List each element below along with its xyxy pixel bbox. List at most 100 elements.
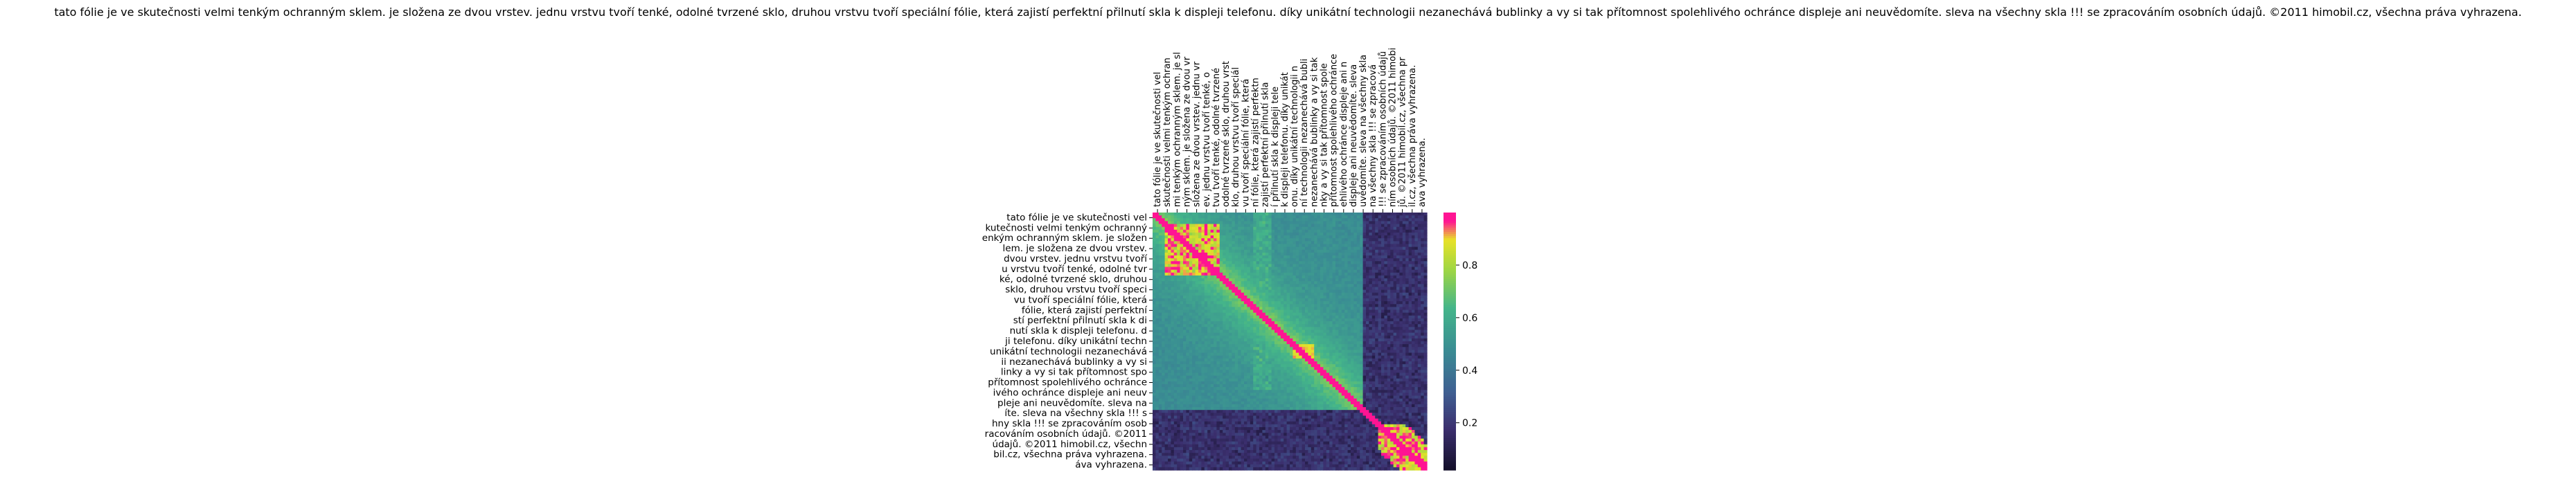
heatmap-cell xyxy=(1408,229,1412,233)
heatmap-cell xyxy=(1381,301,1385,305)
heatmap-cell xyxy=(1314,358,1318,362)
heatmap-cell xyxy=(1347,330,1351,334)
heatmap-cell xyxy=(1192,244,1196,248)
heatmap-cell xyxy=(1421,244,1425,248)
heatmap-cell xyxy=(1204,352,1208,357)
heatmap-cell xyxy=(1387,330,1391,334)
heatmap-cell xyxy=(1381,287,1385,291)
heatmap-cell xyxy=(1274,275,1278,279)
heatmap-cell xyxy=(1371,232,1376,236)
heatmap-cell xyxy=(1189,255,1193,259)
heatmap-cell xyxy=(1183,249,1187,253)
heatmap-cell xyxy=(1271,287,1275,291)
heatmap-cell xyxy=(1335,264,1339,268)
heatmap-cell xyxy=(1168,292,1171,296)
heatmap-cell xyxy=(1387,218,1391,222)
heatmap-cell xyxy=(1259,264,1263,268)
heatmap-cell xyxy=(1399,307,1403,311)
heatmap-cell xyxy=(1155,264,1160,268)
heatmap-cell xyxy=(1171,287,1175,291)
heatmap-cell xyxy=(1338,350,1342,354)
heatmap-cell xyxy=(1412,252,1415,256)
heatmap-cell xyxy=(1234,281,1238,285)
heatmap-cell xyxy=(1153,275,1156,279)
heatmap-cell xyxy=(1195,352,1199,357)
heatmap-cell xyxy=(1283,298,1288,302)
heatmap-cell xyxy=(1210,218,1214,222)
heatmap-cell xyxy=(1332,341,1336,345)
heatmap-cell xyxy=(1299,249,1303,253)
heatmap-cell xyxy=(1286,307,1290,311)
heatmap-cell xyxy=(1329,255,1333,259)
heatmap-cell xyxy=(1360,269,1364,273)
heatmap-cell xyxy=(1173,330,1178,334)
heatmap-cell xyxy=(1192,352,1196,357)
heatmap-cell xyxy=(1402,298,1406,302)
heatmap-cell xyxy=(1393,272,1397,276)
heatmap-cell xyxy=(1204,249,1208,253)
heatmap-cell xyxy=(1381,321,1385,325)
heatmap-cell xyxy=(1158,244,1162,248)
heatmap-cell xyxy=(1414,318,1419,322)
heatmap-cell xyxy=(1180,344,1184,348)
heatmap-cell xyxy=(1241,344,1245,348)
heatmap-cell xyxy=(1232,332,1236,336)
heatmap-cell xyxy=(1295,226,1299,231)
heatmap-cell xyxy=(1204,361,1208,365)
heatmap-cell xyxy=(1332,261,1336,264)
heatmap-cell xyxy=(1259,281,1263,285)
heatmap-cell xyxy=(1371,312,1376,316)
heatmap-cell xyxy=(1320,344,1324,348)
heatmap-cell xyxy=(1295,267,1299,271)
heatmap-cell xyxy=(1302,269,1306,273)
heatmap-cell xyxy=(1329,309,1333,314)
heatmap-cell xyxy=(1189,264,1193,268)
heatmap-cell xyxy=(1210,318,1214,322)
heatmap-cell xyxy=(1311,238,1315,242)
heatmap-cell xyxy=(1210,347,1214,350)
heatmap-cell xyxy=(1347,318,1351,322)
heatmap-cell xyxy=(1214,355,1217,359)
heatmap-cell xyxy=(1308,312,1312,316)
heatmap-cell xyxy=(1204,281,1208,285)
heatmap-cell xyxy=(1259,358,1263,362)
heatmap-cell xyxy=(1320,298,1324,302)
heatmap-cell xyxy=(1244,258,1247,262)
row-label: enkým ochranným sklem. je složen xyxy=(982,233,1147,244)
heatmap-cell xyxy=(1207,347,1211,350)
heatmap-cell xyxy=(1341,269,1345,273)
row-label: íte. sleva na všechny skla !!! s xyxy=(1004,408,1147,419)
heatmap-cell xyxy=(1171,224,1175,228)
heatmap-cell xyxy=(1277,269,1281,273)
heatmap-cell xyxy=(1201,309,1205,314)
heatmap-cell xyxy=(1338,358,1342,362)
heatmap-cell xyxy=(1344,304,1349,307)
heatmap-cell xyxy=(1314,307,1318,311)
row-label: tato fólie je ve skutečnosti vel xyxy=(1006,212,1147,223)
heatmap-cell xyxy=(1405,304,1410,307)
heatmap-cell xyxy=(1171,367,1175,370)
heatmap-cell xyxy=(1314,298,1318,302)
heatmap-cell xyxy=(1268,275,1272,279)
heatmap-cell xyxy=(1192,255,1196,259)
heatmap-cell xyxy=(1344,213,1349,216)
heatmap-cell xyxy=(1265,264,1269,268)
heatmap-cell xyxy=(1201,267,1205,271)
heatmap-cell xyxy=(1311,358,1315,362)
heatmap-cell xyxy=(1229,361,1232,365)
heatmap-cell xyxy=(1241,213,1245,216)
heatmap-cell xyxy=(1173,246,1178,251)
heatmap-cell xyxy=(1305,249,1308,253)
heatmap-cell xyxy=(1329,258,1333,262)
heatmap-cell xyxy=(1155,341,1160,345)
heatmap-cell xyxy=(1293,261,1297,264)
heatmap-cell xyxy=(1210,272,1214,276)
heatmap-cell xyxy=(1421,295,1425,299)
heatmap-cell xyxy=(1265,229,1269,233)
heatmap-cell xyxy=(1207,272,1211,276)
heatmap-cell xyxy=(1393,364,1397,368)
heatmap-cell xyxy=(1162,232,1166,236)
heatmap-cell xyxy=(1326,358,1330,362)
heatmap-cell xyxy=(1393,304,1397,307)
heatmap-cell xyxy=(1295,264,1299,268)
